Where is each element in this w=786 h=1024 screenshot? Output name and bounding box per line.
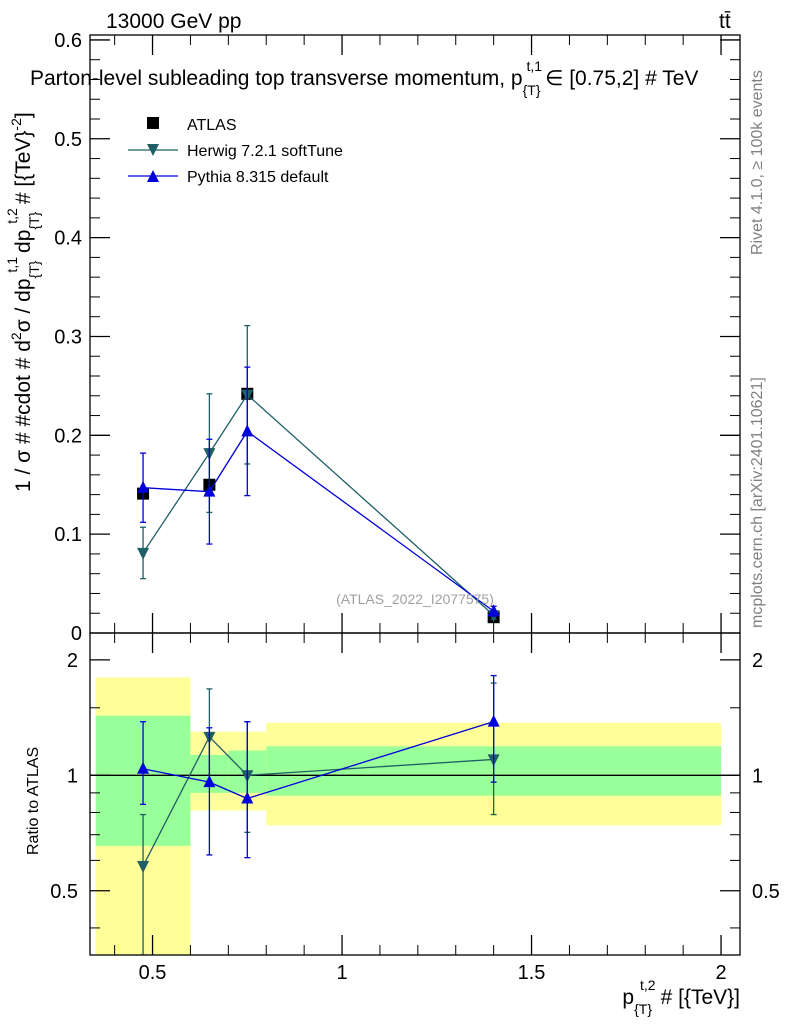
ylabel-close: ] (12, 112, 35, 118)
ratio-ytick-label-right-1: 1 (752, 765, 763, 787)
legend-marker-atlas (147, 117, 159, 129)
legend-label-herwig: Herwig 7.2.1 softTune (187, 143, 343, 160)
energy-label: 13000 GeV pp (106, 10, 241, 33)
ratio-line-0 (142, 735, 494, 867)
ratio-point-1-3 (487, 714, 500, 727)
ratio-ytick-label-1: 1 (67, 765, 78, 787)
ratio-point-1-0 (137, 761, 150, 774)
main-point-1-0 (137, 547, 150, 560)
main-panel-axes: 0.1 0.2 0.3 0.4 0.5 0.6 0 (54, 30, 740, 645)
chart-title: Parton-level subleading top transverse m… (30, 58, 698, 98)
xlabel-p: p (622, 986, 634, 1009)
legend-marker-herwig (147, 144, 159, 156)
main-point-2-3 (487, 604, 500, 617)
ratio-ytick-label-0: 0.5 (50, 881, 78, 903)
main-point-2-1 (203, 484, 216, 497)
main-line-1 (142, 393, 495, 616)
ratio-xtick-label-0: 0.5 (139, 962, 167, 984)
ylabel-unit: # [{TeV} (12, 131, 35, 205)
ratio-line-1 (142, 721, 494, 800)
ylabel-mid: σ / dp (12, 278, 35, 332)
ylabel-sup-t2: t,2 (4, 208, 20, 224)
main-ytick-label-3: 0.4 (54, 228, 82, 250)
main-ytick-label-5: 0.6 (54, 30, 82, 52)
ratio-xtick-label-2: 1.5 (518, 962, 546, 984)
legend-marker-pythia (147, 170, 159, 182)
legend: ATLAS Herwig 7.2.1 softTune Pythia 8.315… (128, 117, 343, 186)
x-axis-label: p{T} t,2 # [{TeV}] (622, 977, 740, 1017)
ylabel-main: 1 / σ # #cdot # d (12, 340, 35, 492)
legend-label-atlas: ATLAS (187, 117, 237, 134)
ylabel-sub-t-2: {T} (26, 211, 42, 229)
ratio-point-1-1 (203, 775, 216, 788)
ylabel-sup-t1: t,1 (4, 257, 20, 273)
legend-label-pythia: Pythia 8.315 default (187, 169, 329, 186)
xlabel-unit: # [{TeV}] (661, 986, 740, 1009)
main-ytick-label-2: 0.3 (54, 326, 82, 348)
ratio-ytick-label-2: 2 (67, 650, 78, 672)
main-ytick-label-zero: 0 (71, 623, 82, 645)
ylabel-sup2: 2 (8, 332, 24, 340)
main-point-2-0 (137, 480, 150, 493)
main-ytick-label-4: 0.5 (54, 129, 82, 151)
chart-title-tail: ∈ [0.75,2] # TeV (545, 67, 698, 90)
mcplots-label: mcplots.cern.ch [arXiv:2401.10621] (749, 377, 766, 628)
process-label: tt̄ (719, 10, 731, 33)
ratio-xtick-label-1: 1 (336, 962, 347, 984)
ratio-point-1-2 (241, 791, 254, 804)
ylabel-sub-t: {T} (26, 260, 42, 278)
ratio-panel-content (90, 674, 740, 955)
ratio-ytick-label-right-0: 0.5 (752, 881, 780, 903)
chart-title-sup: t,1 (527, 58, 543, 74)
xlabel-sup: t,2 (640, 977, 656, 993)
ratio-ytick-label-right-2: 2 (752, 650, 763, 672)
analysis-watermark: (ATLAS_2022_I2077575) (336, 591, 494, 607)
ylabel-unit-sup: -2 (8, 118, 24, 131)
ratio-point-0-0 (137, 861, 150, 874)
ratio-xtick-label-3: 2 (715, 962, 726, 984)
main-ytick-label-1: 0.2 (54, 425, 82, 447)
ratio-panel-frame (89, 632, 741, 956)
xlabel-sub: {T} (634, 1001, 652, 1017)
rivet-version-label: Rivet 4.1.0, ≥ 100k events (749, 70, 766, 255)
main-ytick-label-0: 0.1 (54, 524, 82, 546)
main-y-axis-label: 1 / σ # #cdot # d2σ / dp{T}t,1dp{T}t,2# … (4, 112, 42, 492)
ratio-y-axis-label: Ratio to ATLAS (25, 747, 42, 855)
chart-title-sub: {T} (523, 82, 541, 98)
ratio-panel-axes: 0.5 0.5 1 1 2 2 0.5 1 1.5 2 (50, 633, 780, 984)
chart-title-text: Parton-level subleading top transverse m… (30, 67, 523, 90)
ylabel-dp2: dp (12, 230, 35, 253)
main-line-2 (143, 430, 495, 612)
main-panel-content (137, 324, 500, 624)
main-point-2-2 (241, 424, 254, 437)
